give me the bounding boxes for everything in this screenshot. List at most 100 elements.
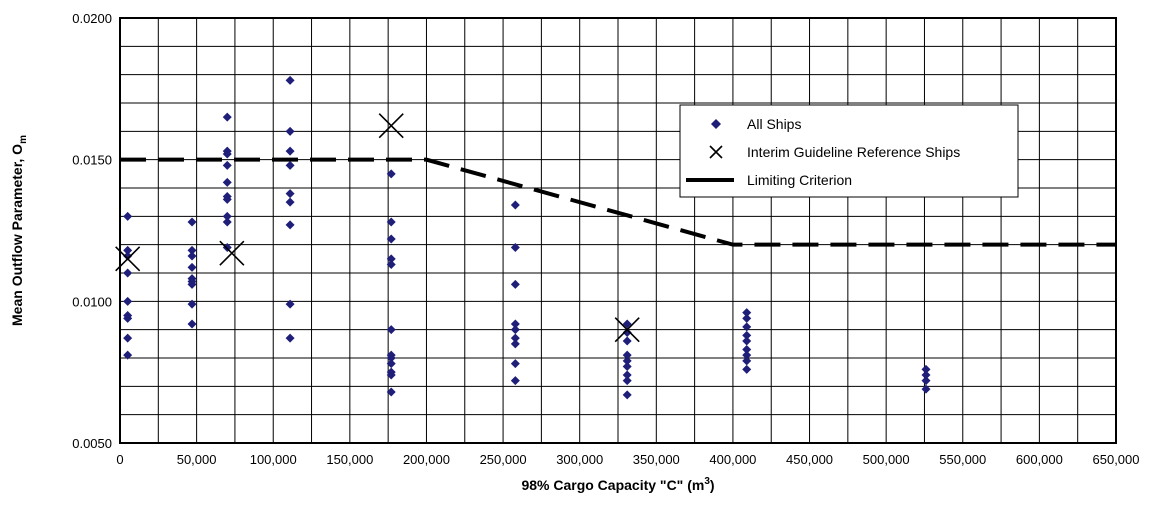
- x-tick-label: 150,000: [326, 452, 373, 467]
- all-ships-point: [386, 254, 396, 264]
- all-ships-point: [510, 376, 520, 386]
- all-ships-point: [222, 194, 232, 204]
- all-ships-point: [187, 299, 197, 309]
- all-ships-point: [921, 370, 931, 380]
- y-tick-label: 0.0050: [72, 436, 112, 451]
- all-ships-point: [510, 200, 520, 210]
- all-ships-point: [622, 356, 632, 366]
- y-tick-labels: 0.0050 0.0100 0.0150 0.0200: [72, 11, 112, 451]
- all-ships-point: [285, 75, 295, 85]
- y-tick-label: 0.0150: [72, 153, 112, 168]
- y-axis-title: Mean Outflow Parameter, Om: [9, 135, 29, 326]
- limiting-criterion-line: [120, 157, 1116, 247]
- all-ships-point: [285, 220, 295, 230]
- all-ships-point: [510, 279, 520, 289]
- all-ships-point: [222, 149, 232, 159]
- all-ships-point: [285, 333, 295, 343]
- all-ships-point: [921, 364, 931, 374]
- all-ships-point: [622, 350, 632, 360]
- all-ships-point: [510, 325, 520, 335]
- all-ships-point: [742, 330, 752, 340]
- all-ships-point: [921, 376, 931, 386]
- all-ships-point: [285, 189, 295, 199]
- grid: [120, 18, 1116, 443]
- all-ships-point: [123, 313, 133, 323]
- reference-ship-point: [378, 113, 404, 139]
- all-ships-point: [921, 384, 931, 394]
- all-ships-point: [622, 362, 632, 371]
- all-ships-point: [742, 356, 752, 366]
- all-ships-point: [742, 308, 752, 318]
- x-tick-label: 650,000: [1093, 452, 1140, 467]
- x-tick-label: 400,000: [709, 452, 756, 467]
- all-ships-point: [510, 333, 520, 343]
- all-ships-point: [187, 245, 197, 255]
- x-tick-label: 100,000: [250, 452, 297, 467]
- all-ships-point: [622, 390, 632, 400]
- x-tick-label: 600,000: [1016, 452, 1063, 467]
- all-ships-point: [622, 319, 632, 329]
- x-tick-label: 300,000: [556, 452, 603, 467]
- all-ships-point: [386, 325, 396, 335]
- all-ships-point: [386, 234, 396, 244]
- all-ships-point: [386, 217, 396, 227]
- all-ships-point: [222, 160, 232, 170]
- all-ships-point: [386, 387, 396, 397]
- all-ships-point: [742, 322, 752, 332]
- x-tick-label: 50,000: [177, 452, 217, 467]
- legend-label: Limiting Criterion: [747, 172, 852, 188]
- all-ships-point: [510, 339, 520, 349]
- legend: All Ships Interim Guideline Reference Shi…: [679, 104, 1019, 198]
- all-ships-point: [123, 350, 133, 360]
- x-axis-title: 98% Cargo Capacity "C" (m3): [521, 476, 714, 493]
- all-ships-point: [222, 211, 232, 221]
- x-tick-labels: 0 50,000 100,000 150,000 200,000 250,000 300,0…: [116, 452, 1139, 467]
- x-tick-label: 350,000: [633, 452, 680, 467]
- legend-box: [679, 104, 1019, 198]
- all-ships-point: [187, 319, 197, 329]
- all-ships-point: [386, 169, 396, 179]
- x-tick-label: 0: [116, 452, 123, 467]
- all-ships-point: [123, 211, 133, 221]
- x-tick-label: 550,000: [939, 452, 986, 467]
- all-ships-point: [123, 268, 133, 278]
- all-ships-point: [285, 197, 295, 207]
- all-ships-point: [187, 251, 197, 261]
- plot-frame: [119, 17, 1117, 444]
- all-ships-point: [123, 251, 133, 261]
- all-ships-point: [510, 319, 520, 329]
- legend-label: All Ships: [747, 116, 801, 132]
- all-ships-point: [187, 262, 197, 272]
- all-ships-point: [222, 177, 232, 187]
- all-ships-point: [622, 370, 632, 380]
- legend-entries: All Ships Interim Guideline Reference Shi…: [686, 116, 960, 188]
- y-tick-label: 0.0100: [72, 294, 112, 309]
- all-ships-point: [285, 146, 295, 156]
- all-ships-point: [742, 345, 752, 354]
- all-ships-point: [386, 370, 396, 380]
- all-ships-point: [510, 359, 520, 369]
- x-tick-label: 450,000: [786, 452, 833, 467]
- x-tick-label: 500,000: [863, 452, 910, 467]
- all-ships-point: [622, 376, 632, 386]
- all-ships-point: [222, 217, 232, 227]
- all-ships-point: [222, 112, 232, 122]
- all-ships-point: [622, 328, 632, 337]
- reference-ship-point: [219, 240, 245, 266]
- legend-marker-reference-ships: [709, 145, 723, 159]
- x-tick-label: 250,000: [480, 452, 527, 467]
- limiting-criterion-layer: [120, 157, 1116, 247]
- x-tick-label: 200,000: [403, 452, 450, 467]
- all-ships-point: [285, 299, 295, 309]
- all-ships-point: [742, 350, 752, 360]
- all-ships-point: [742, 313, 752, 323]
- all-ships-point: [123, 333, 133, 343]
- all-ships-point: [123, 296, 133, 306]
- all-ships-point: [386, 260, 396, 269]
- y-tick-label: 0.0200: [72, 11, 112, 26]
- all-ships-point: [187, 279, 197, 289]
- data-points-layer: [115, 75, 931, 400]
- all-ships-point: [386, 353, 396, 363]
- all-ships-point: [123, 245, 133, 255]
